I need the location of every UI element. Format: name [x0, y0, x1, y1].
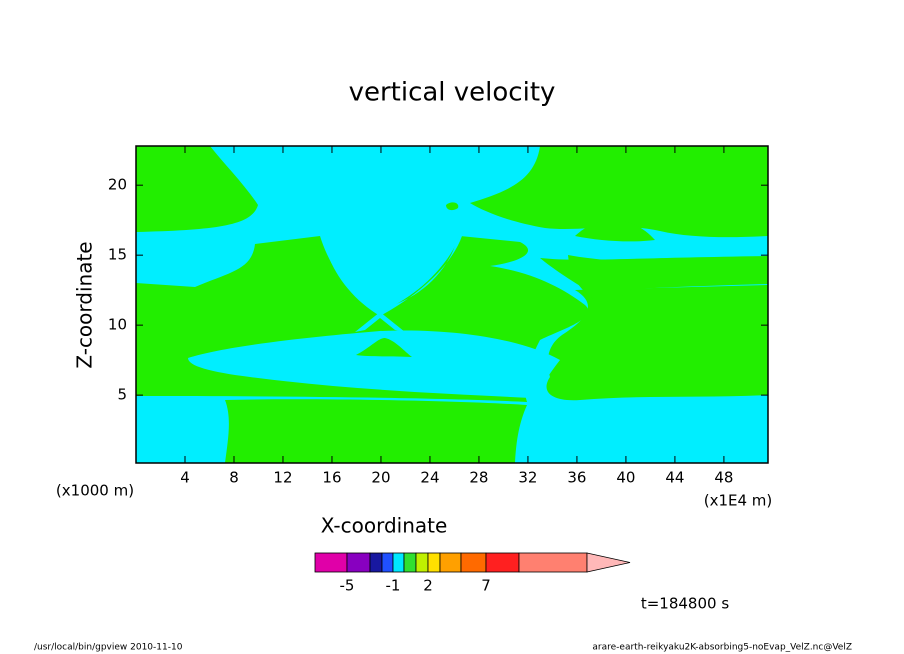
contour-region — [225, 399, 527, 463]
x-tick-label: 44 — [665, 469, 684, 487]
colorbar-segment — [415, 552, 429, 573]
contour-region — [446, 202, 459, 211]
x-unit-label: (x1E4 m) — [704, 492, 773, 510]
contour-low-regions — [188, 236, 560, 398]
contour-high-regions — [136, 146, 768, 463]
colorbar-segment — [518, 552, 588, 573]
x-tick-label: 20 — [371, 469, 390, 487]
colorbar-segment — [381, 552, 394, 573]
x-tick-label: 16 — [322, 469, 341, 487]
colorbar-label: -5 — [340, 577, 355, 595]
colorbar-segment — [392, 552, 405, 573]
chart-title: vertical velocity — [349, 78, 556, 108]
time-label: t=184800 s — [641, 595, 729, 613]
x-tick-label: 48 — [714, 469, 733, 487]
y-tick-label: 10 — [108, 316, 127, 334]
contour-region — [546, 285, 768, 401]
y-tick-label: 5 — [117, 386, 127, 404]
plot-frame — [135, 145, 769, 464]
y-unit-label: (x1000 m) — [56, 482, 134, 500]
colorbar-extension — [586, 552, 631, 573]
contour-region — [188, 330, 560, 398]
footer-right: arare-earth-reikyaku2K-absorbing5-noEvap… — [592, 643, 852, 653]
x-tick-label: 8 — [229, 469, 239, 487]
footer-left: /usr/local/bin/gpview 2010-11-10 — [34, 643, 183, 653]
colorbar: -5 -1 2 7 — [314, 552, 631, 595]
x-tick-label: 4 — [180, 469, 190, 487]
colorbar-segment — [369, 552, 383, 573]
contour-region — [355, 312, 405, 332]
x-tick-label: 12 — [273, 469, 292, 487]
x-tick-label: 24 — [420, 469, 439, 487]
contour-region — [356, 338, 412, 357]
contour-region — [323, 236, 462, 316]
colorbar-segment — [403, 552, 417, 573]
colorbar-label: 7 — [481, 577, 491, 595]
x-tick-label: 36 — [567, 469, 586, 487]
contour-field — [136, 146, 768, 463]
colorbar-label: -1 — [386, 577, 401, 595]
contour-region — [540, 256, 768, 292]
colorbar-segment — [439, 552, 462, 573]
x-axis-label: X-coordinate — [321, 514, 448, 538]
x-tick-label: 40 — [616, 469, 635, 487]
y-tick-label: 20 — [108, 176, 127, 194]
colorbar-segment — [314, 552, 348, 573]
colorbar-segment — [346, 552, 371, 573]
y-axis-label: Z-coordinate — [73, 241, 97, 368]
x-tick-label: 28 — [469, 469, 488, 487]
contour-region — [470, 146, 768, 238]
y-tick-label: 15 — [108, 246, 127, 264]
colorbar-label: 2 — [423, 577, 433, 595]
colorbar-segment — [460, 552, 487, 573]
colorbar-segment — [427, 552, 441, 573]
colorbar-segment — [485, 552, 520, 573]
contour-region — [575, 219, 655, 242]
x-tick-label: 32 — [518, 469, 537, 487]
contour-region — [136, 146, 258, 232]
